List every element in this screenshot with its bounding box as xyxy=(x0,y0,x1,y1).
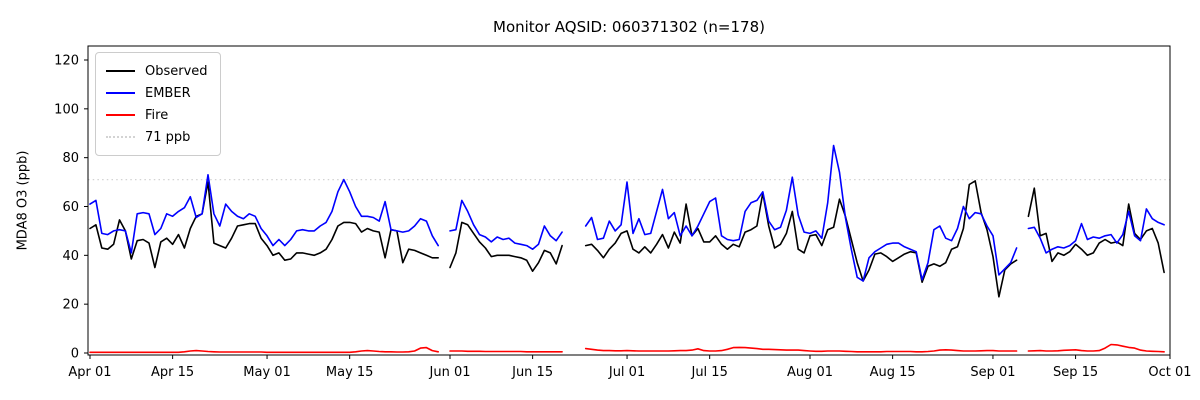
x-tick-label: Jul 15 xyxy=(690,365,727,380)
x-tick-label: Sep 15 xyxy=(1053,365,1098,380)
x-tick-label: Apr 01 xyxy=(68,365,111,380)
x-tick-label: Jul 01 xyxy=(608,365,645,380)
x-tick-label: Jun 15 xyxy=(511,365,553,380)
x-tick-label: Aug 01 xyxy=(787,365,833,380)
y-tick-label: 20 xyxy=(62,298,79,313)
x-tick-label: Oct 01 xyxy=(1148,365,1191,380)
legend-label-observed: Observed xyxy=(145,63,208,79)
x-tick-label: Sep 01 xyxy=(970,365,1015,380)
chart-title: Monitor AQSID: 060371302 (n=178) xyxy=(493,18,765,36)
legend-item-threshold: 71 ppb xyxy=(106,126,208,148)
series-line-ember xyxy=(89,144,1165,282)
y-tick-label: 120 xyxy=(54,54,79,69)
legend-item-ember: EMBER xyxy=(106,82,208,104)
observed-line-swatch xyxy=(106,70,135,72)
fire-line-swatch xyxy=(106,114,135,116)
legend-item-fire: Fire xyxy=(106,104,208,126)
x-tick-label: Apr 15 xyxy=(151,365,194,380)
y-tick-label: 100 xyxy=(54,102,79,117)
legend-label-threshold: 71 ppb xyxy=(145,129,191,145)
y-tick-label: 40 xyxy=(62,249,79,264)
threshold-line-swatch xyxy=(106,136,135,138)
legend: Observed EMBER Fire 71 ppb xyxy=(95,52,221,156)
series-line-observed xyxy=(89,180,1165,298)
legend-label-fire: Fire xyxy=(145,107,169,123)
x-tick-label: May 01 xyxy=(243,365,291,380)
series-line-fire xyxy=(89,343,1165,354)
x-tick-label: Jun 01 xyxy=(429,365,471,380)
y-tick-label: 60 xyxy=(62,200,79,215)
y-tick-label: 0 xyxy=(71,347,79,362)
x-tick-label: Aug 15 xyxy=(870,365,916,380)
ember-line-swatch xyxy=(106,92,135,94)
legend-item-observed: Observed xyxy=(106,60,208,82)
y-tick-label: 80 xyxy=(62,151,79,166)
legend-label-ember: EMBER xyxy=(145,85,191,101)
axes-spines xyxy=(87,45,1171,356)
x-tick-label: May 15 xyxy=(326,365,374,380)
